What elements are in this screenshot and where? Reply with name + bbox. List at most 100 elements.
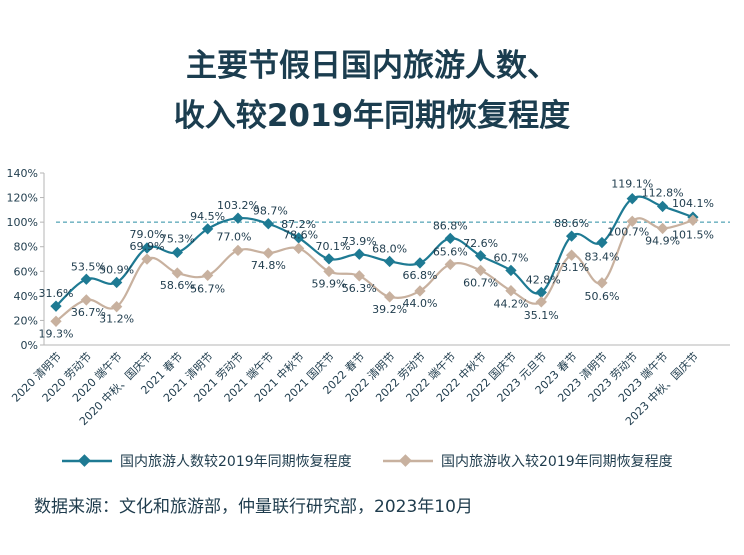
data-label-visitors: 60.7% <box>493 251 528 264</box>
data-label-revenue: 31.2% <box>99 313 134 326</box>
data-label-visitors: 50.9% <box>99 263 134 276</box>
data-point-visitors <box>141 242 153 254</box>
data-point-visitors <box>50 300 62 312</box>
series-line-revenue <box>55 217 694 323</box>
data-point-visitors <box>232 212 244 224</box>
data-label-revenue: 59.9% <box>311 277 346 290</box>
data-source-note: 数据来源：文化和旅游部，仲量联行研究部，2023年10月 <box>34 497 473 517</box>
data-label-visitors: 103.2% <box>217 199 259 212</box>
data-label-revenue: 100.7% <box>607 225 649 238</box>
y-tick-label: 80% <box>14 241 38 254</box>
data-point-revenue <box>565 249 578 261</box>
data-label-visitors: 79.0% <box>130 228 165 241</box>
data-label-revenue: 50.6% <box>584 290 619 303</box>
series-layer <box>50 193 699 327</box>
data-label-visitors: 73.9% <box>342 235 377 248</box>
data-point-visitors <box>353 248 365 260</box>
data-point-visitors <box>292 232 305 244</box>
data-label-visitors: 112.8% <box>642 186 684 199</box>
data-label-revenue: 56.3% <box>342 282 377 295</box>
data-label-revenue: 44.2% <box>493 298 528 311</box>
data-point-visitors <box>626 193 638 205</box>
data-point-revenue <box>80 294 92 306</box>
data-label-revenue: 58.6% <box>160 279 195 292</box>
legend-label-revenue: 国内旅游收入较2019年同期恢复程度 <box>441 454 673 470</box>
data-label-revenue: 60.7% <box>463 276 498 289</box>
data-label-revenue: 36.7% <box>71 306 106 319</box>
data-point-revenue <box>596 277 608 289</box>
y-tick-label: 0% <box>21 339 38 352</box>
data-label-revenue: 69.9% <box>130 240 165 253</box>
data-label-visitors: 87.2% <box>281 218 316 231</box>
data-point-revenue <box>232 244 244 257</box>
data-point-visitors <box>565 230 578 242</box>
data-point-revenue <box>262 247 274 259</box>
data-point-visitors <box>596 236 608 249</box>
data-point-visitors <box>535 286 547 299</box>
data-label-revenue: 19.3% <box>39 327 74 340</box>
data-point-revenue <box>141 253 153 265</box>
data-point-visitors <box>414 257 426 269</box>
y-tick-label: 40% <box>14 290 38 303</box>
data-label-visitors: 75.3% <box>160 232 195 245</box>
data-point-revenue <box>323 265 335 278</box>
y-tick-label: 140% <box>7 167 38 180</box>
y-tick-label: 120% <box>7 192 38 205</box>
data-label-visitors: 104.1% <box>672 197 714 210</box>
data-point-revenue <box>656 222 669 235</box>
data-point-visitors <box>505 264 517 277</box>
chart-title-line-2: 收入较2019年同期恢复程度 <box>173 98 571 134</box>
data-point-revenue <box>444 258 456 271</box>
data-label-revenue: 44.0% <box>402 297 437 310</box>
data-point-revenue <box>535 296 547 308</box>
data-label-visitors: 98.7% <box>253 205 288 218</box>
data-label-revenue: 56.7% <box>190 282 225 295</box>
data-point-revenue <box>353 270 365 282</box>
data-point-visitors <box>80 273 92 285</box>
data-label-visitors: 42.8% <box>526 273 561 286</box>
data-point-revenue <box>687 214 699 226</box>
y-tick-label: 20% <box>14 314 38 327</box>
y-tick-label: 60% <box>14 265 38 278</box>
data-label-revenue: 94.9% <box>645 234 680 247</box>
data-label-visitors: 119.1% <box>611 178 653 191</box>
data-label-layer: 31.6% 53.5%50.9% 79.0%75.3% 94.5%103.2%98.7… <box>39 178 714 341</box>
data-label-visitors: 72.6% <box>463 237 498 250</box>
data-label-visitors: 70.1% <box>315 240 350 253</box>
data-point-revenue <box>171 267 183 279</box>
data-label-visitors: 88.6% <box>554 217 589 230</box>
data-label-revenue: 101.5% <box>672 228 714 241</box>
y-tick-label: 100% <box>7 216 38 229</box>
data-point-revenue <box>505 285 517 297</box>
data-point-revenue <box>626 215 638 227</box>
data-point-revenue <box>474 264 487 277</box>
data-point-revenue <box>383 291 396 303</box>
legend-swatch-revenue <box>383 454 433 467</box>
data-point-revenue <box>50 315 62 327</box>
data-label-visitors: 66.8% <box>402 269 437 282</box>
data-point-visitors <box>262 218 274 230</box>
data-label-visitors: 86.8% <box>433 219 468 232</box>
data-label-visitors: 31.6% <box>39 287 74 300</box>
data-point-visitors <box>474 250 487 262</box>
data-label-revenue: 74.8% <box>251 259 286 272</box>
data-point-revenue <box>292 242 305 255</box>
data-label-revenue: 35.1% <box>524 309 559 322</box>
data-label-visitors: 83.4% <box>584 251 619 264</box>
data-point-revenue <box>201 269 214 281</box>
data-point-visitors <box>323 253 335 265</box>
data-point-revenue <box>414 285 426 297</box>
data-label-visitors: 53.5% <box>71 260 106 273</box>
data-point-visitors <box>656 200 669 213</box>
data-point-visitors <box>201 223 214 235</box>
series-line-visitors <box>55 195 694 307</box>
legend-swatch-visitors <box>62 454 112 467</box>
legend-label-visitors: 国内旅游人数较2019年同期恢复程度 <box>120 454 352 470</box>
data-label-visitors: 94.5% <box>190 210 225 223</box>
legend-item-visitors: 国内旅游人数较2019年同期恢复程度 <box>62 448 352 474</box>
data-label-revenue: 65.6% <box>433 245 468 258</box>
legend-item-revenue: 国内旅游收入较2019年同期恢复程度 <box>383 448 673 474</box>
data-label-revenue: 39.2% <box>372 303 407 316</box>
data-label-revenue: 78.6% <box>283 228 318 241</box>
